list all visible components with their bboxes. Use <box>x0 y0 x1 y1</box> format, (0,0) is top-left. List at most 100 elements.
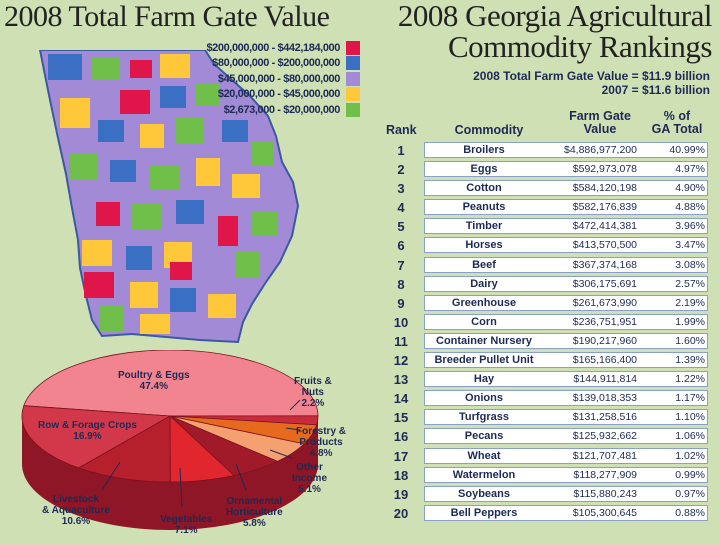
cell-value: $584,120,198 <box>572 182 637 195</box>
pie-label-livestock: Livestock & Aquaculture 10.6% <box>42 494 110 527</box>
county-patch <box>96 202 120 226</box>
table-row: 16 Pecans $125,932,662 1.06% <box>380 427 712 446</box>
table-row: 15 Turfgrass $131,258,516 1.10% <box>380 408 712 427</box>
cell-value: $4,886,977,200 <box>564 144 637 156</box>
row-box: Watermelon $118,277,909 0.99% <box>424 466 708 483</box>
cell-pct: 0.88% <box>675 506 705 519</box>
cell-commodity: Breeder Pullet Unit <box>434 354 534 367</box>
cell-pct: 1.06% <box>675 430 705 443</box>
row-box: Corn $236,751,951 1.99% <box>424 313 708 330</box>
cell-commodity: Eggs <box>470 163 498 176</box>
cell-commodity: Broilers <box>463 144 505 156</box>
cell-value: $118,277,909 <box>573 468 637 481</box>
cell-pct: 1.10% <box>675 411 705 424</box>
pie-slice <box>21 405 172 469</box>
county-patch <box>48 54 82 80</box>
cell-rank: 12 <box>393 353 409 369</box>
pie-label-forestry: Forestry & Products 4.8% <box>296 426 347 459</box>
cell-commodity: Greenhouse <box>451 296 517 309</box>
cell-value: $582,176,839 <box>572 201 637 214</box>
cell-rank: 3 <box>397 181 405 197</box>
table-row: 17 Wheat $121,707,481 1.02% <box>380 447 712 466</box>
row-box: Pecans $125,932,662 1.06% <box>424 428 708 445</box>
row-box: Turfgrass $131,258,516 1.10% <box>424 409 708 426</box>
county-patch <box>100 306 124 332</box>
table-row: 18 Watermelon $118,277,909 0.99% <box>380 466 712 485</box>
map-legend: $200,000,000 - $442,184,000 $80,000,000 … <box>190 40 360 118</box>
cell-pct: 1.99% <box>675 315 705 328</box>
pie-slice <box>23 349 319 417</box>
county-patch <box>160 86 186 108</box>
cell-rank: 17 <box>393 448 409 464</box>
cell-pct: 1.22% <box>675 373 705 386</box>
county-patch <box>252 212 278 236</box>
cell-commodity: Corn <box>471 315 497 328</box>
cell-pct: 1.60% <box>675 334 705 347</box>
cell-rank: 13 <box>393 372 409 388</box>
rankings-title-line1: 2008 Georgia Agricultural <box>397 0 713 33</box>
totals-summary: 2008 Total Farm Gate Value = $11.9 billi… <box>440 69 710 97</box>
table-row: 8 Dairy $306,175,691 2.57% <box>380 275 712 294</box>
pie-slices <box>21 349 319 530</box>
pie-chart: Poultry & Eggs 47.4% Fruits & Nuts 2.2% … <box>0 349 372 540</box>
row-box: Broilers $4,886,977,200 40.99% <box>424 142 708 158</box>
row-box: Onions $139,018,353 1.17% <box>424 390 708 407</box>
county-patch <box>160 54 190 78</box>
cell-rank: 4 <box>397 200 405 216</box>
total-2007: 2007 = $11.6 billion <box>601 83 710 97</box>
table-row: 19 Soybeans $115,880,243 0.97% <box>380 485 712 504</box>
table-row: 13 Hay $144,911,814 1.22% <box>380 370 712 389</box>
county-patches <box>48 54 278 334</box>
cell-value: $105,300,645 <box>572 506 637 519</box>
table-row: 10 Corn $236,751,951 1.99% <box>380 313 712 332</box>
county-patch <box>140 124 164 148</box>
county-patch <box>222 120 248 142</box>
cell-value: $121,707,481 <box>572 449 637 462</box>
county-patch <box>84 272 114 298</box>
table-row: 4 Peanuts $582,176,839 4.88% <box>380 198 712 217</box>
leader-line <box>235 463 247 491</box>
cell-pct: 4.90% <box>675 182 705 195</box>
cell-commodity: Bell Peppers <box>450 506 518 519</box>
pie-label-row-crops: Row & Forage Crops 16.9% <box>38 420 137 442</box>
cell-commodity: Wheat <box>467 449 501 462</box>
pie-label-ornamental: Ornamental Horticulture 5.8% <box>226 496 283 529</box>
cell-rank: 10 <box>393 314 409 330</box>
table-row: 1 Broilers $4,886,977,200 40.99% <box>380 141 712 160</box>
cell-rank: 1 <box>397 143 405 158</box>
rankings-table-body: 1 Broilers $4,886,977,200 40.99% 2 Eggs $592,9… <box>380 141 712 523</box>
row-box: Timber $472,414,381 3.96% <box>424 218 708 235</box>
leader-line <box>179 467 183 507</box>
cell-commodity: Turfgrass <box>459 411 509 424</box>
row-box: Hay $144,911,814 1.22% <box>424 371 708 388</box>
legend-swatch <box>346 102 360 117</box>
county-patch <box>236 252 260 278</box>
county-patch <box>130 282 158 308</box>
cell-rank: 5 <box>397 219 405 235</box>
cell-pct: 4.97% <box>675 163 705 176</box>
rankings-title-line2: Commodity Rankings <box>448 29 713 64</box>
table-row: 11 Container Nursery $190,217,960 1.60% <box>380 332 712 351</box>
legend-label: $80,000,000 - $200,000,000 <box>212 57 340 70</box>
cell-pct: 1.17% <box>675 392 705 405</box>
table-row: 6 Horses $413,570,500 3.47% <box>380 236 712 255</box>
pie-label-fruits: Fruits & Nuts 2.2% <box>294 376 332 409</box>
table-row: 5 Timber $472,414,381 3.96% <box>380 217 712 236</box>
table-row: 14 Onions $139,018,353 1.17% <box>380 389 712 408</box>
cell-value: $592,973,078 <box>572 163 637 176</box>
county-patch <box>140 314 170 334</box>
leader-line <box>101 461 121 491</box>
leader-line <box>269 449 293 459</box>
row-box: Wheat $121,707,481 1.02% <box>424 447 708 464</box>
cell-rank: 2 <box>397 162 405 178</box>
pie-label-poultry: Poultry & Eggs 47.4% <box>118 370 190 392</box>
county-patch <box>170 288 196 312</box>
row-box: Container Nursery $190,217,960 1.60% <box>424 332 708 349</box>
cell-pct: 1.02% <box>675 449 705 462</box>
legend-entry: $45,000,000 - $80,000,000 <box>190 71 360 87</box>
total-2008: 2008 Total Farm Gate Value = $11.9 billi… <box>473 69 710 83</box>
cell-pct: 0.97% <box>675 487 705 500</box>
cell-pct: 2.19% <box>675 296 705 309</box>
county-patch <box>132 204 162 230</box>
table-row: 2 Eggs $592,973,078 4.97% <box>380 160 712 179</box>
